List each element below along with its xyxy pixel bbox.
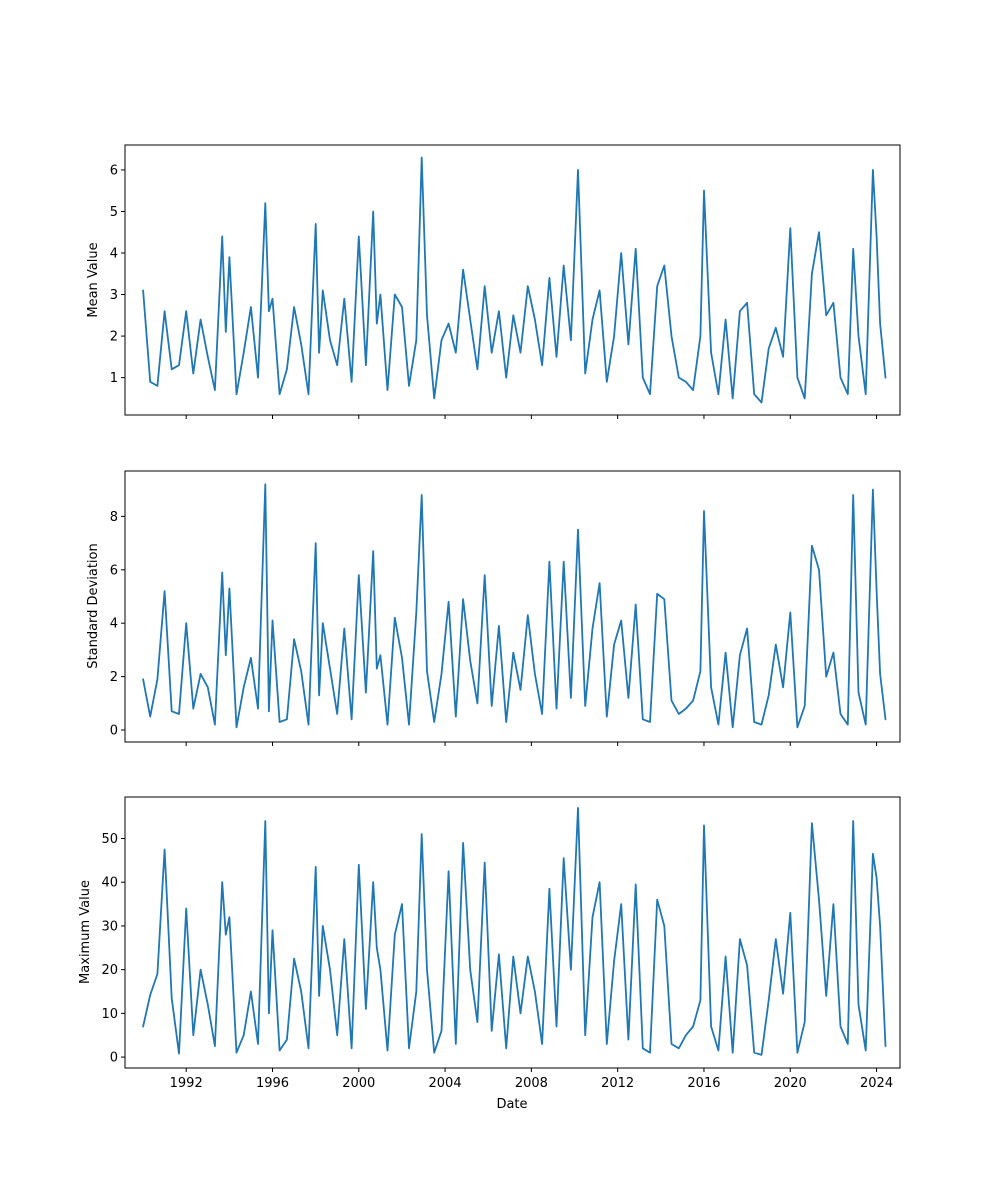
y-tick-label: 30 xyxy=(101,919,118,934)
x-tick-label: 2024 xyxy=(860,1076,893,1091)
y-tick-label: 5 xyxy=(110,205,118,220)
y-tick-label: 10 xyxy=(101,1007,118,1022)
axes-frame xyxy=(124,470,901,743)
y-tick-label: 6 xyxy=(110,163,118,178)
x-tick-label: 2020 xyxy=(774,1076,807,1091)
series-line xyxy=(142,807,887,1056)
x-tick-label: 2004 xyxy=(429,1076,462,1091)
x-tick-label: 1992 xyxy=(170,1076,203,1091)
y-tick-label: 8 xyxy=(110,510,118,525)
x-tick-label: 2008 xyxy=(515,1076,548,1091)
y-tick-label: 1 xyxy=(110,371,118,386)
x-tick-label: 2000 xyxy=(342,1076,375,1091)
y-tick-label: 4 xyxy=(110,247,118,262)
y-axis-label: Maximum Value xyxy=(78,880,93,984)
y-tick-label: 2 xyxy=(110,330,118,345)
y-tick-label: 3 xyxy=(110,288,118,303)
series-line xyxy=(142,156,887,404)
y-tick-label: 0 xyxy=(110,1051,118,1066)
y-tick-label: 0 xyxy=(110,723,118,738)
axes-frame xyxy=(124,796,901,1069)
panel-mean-value: Mean Value 1 2 3 4 5 6 xyxy=(86,144,901,419)
y-tick-label: 6 xyxy=(110,563,118,578)
y-tick-label: 20 xyxy=(101,963,118,978)
series-line xyxy=(142,483,887,729)
panel-standard-deviation: Standard Deviation 0 2 4 6 8 xyxy=(86,470,901,746)
y-tick-label: 4 xyxy=(110,617,118,632)
x-tick-label: 2012 xyxy=(601,1076,634,1091)
panel-maximum-value: Maximum Value Date 0 10 20 30 40 50 1992 1996 20… xyxy=(78,796,901,1112)
y-axis-label: Mean Value xyxy=(86,242,101,317)
x-axis-label: Date xyxy=(496,1097,527,1112)
x-tick-label: 2016 xyxy=(687,1076,720,1091)
axes-frame xyxy=(124,144,901,416)
y-tick-label: 2 xyxy=(110,670,118,685)
x-tick-label: 1996 xyxy=(256,1076,289,1091)
y-tick-label: 50 xyxy=(101,832,118,847)
y-tick-label: 40 xyxy=(101,876,118,891)
y-axis-label: Standard Deviation xyxy=(86,543,101,668)
